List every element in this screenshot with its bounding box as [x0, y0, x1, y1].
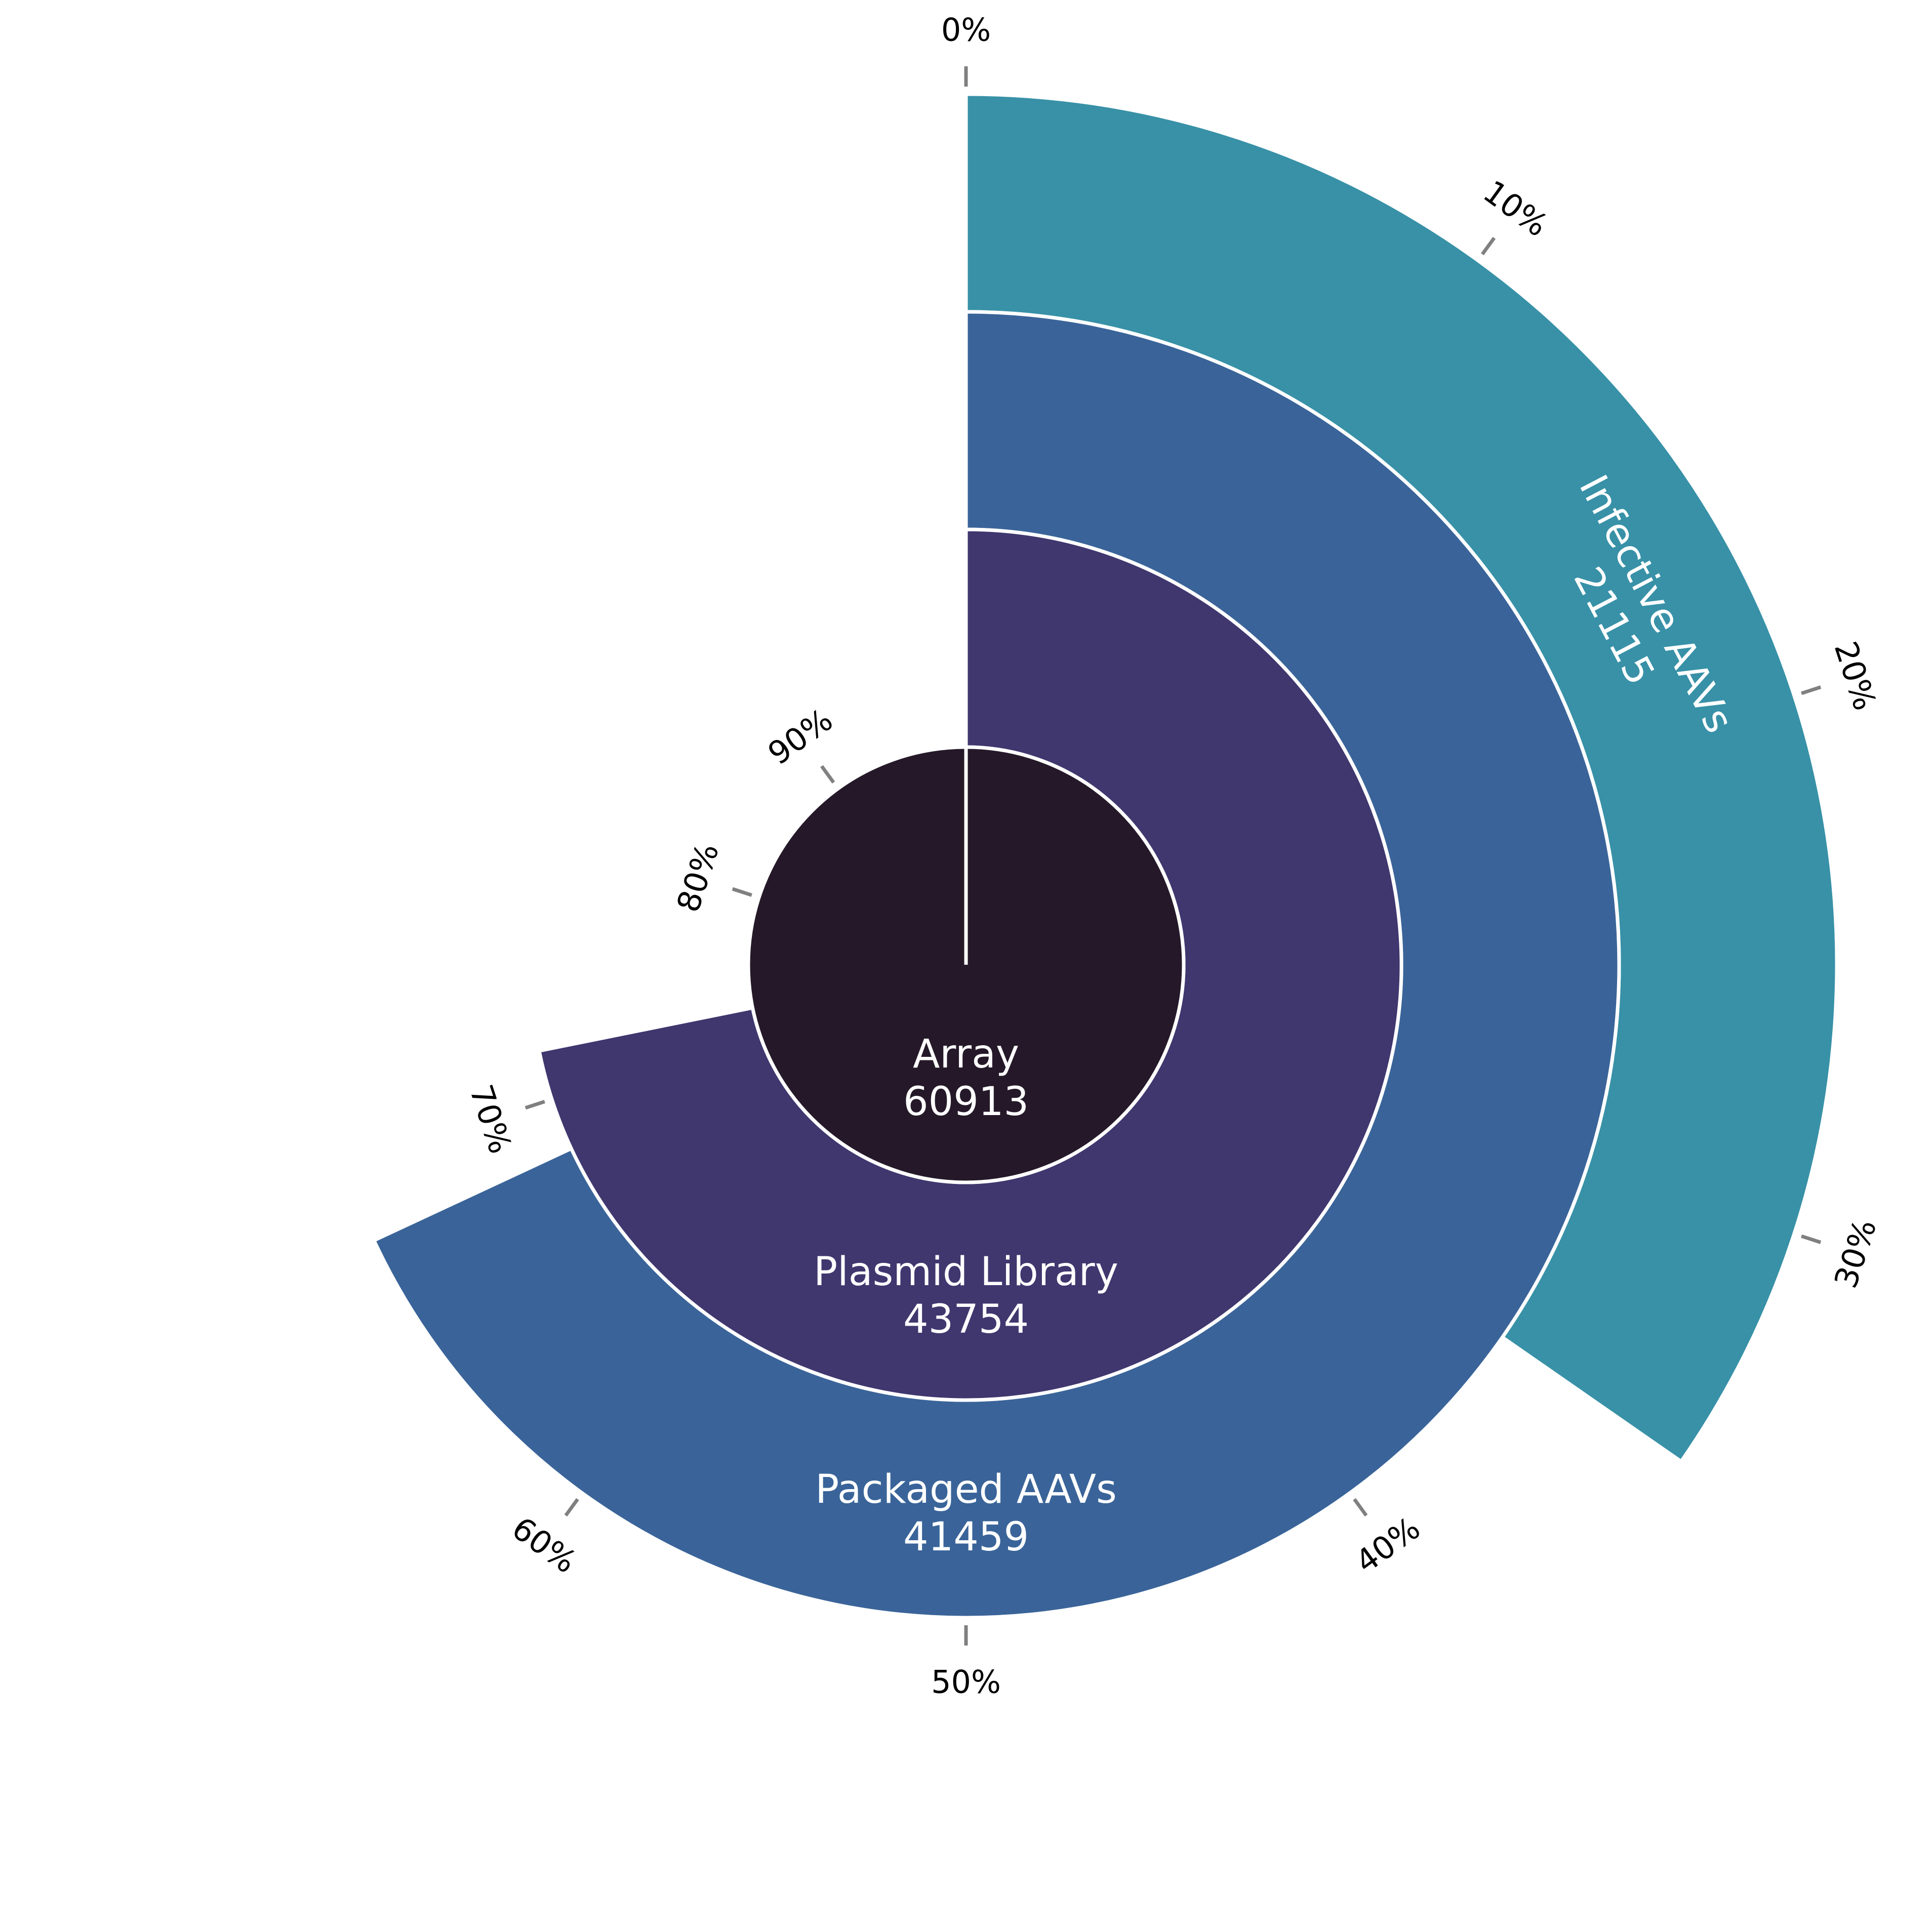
tick-mark-60 — [564, 1498, 579, 1517]
tick-mark-20 — [1801, 685, 1822, 695]
series-name-plasmid-library: Plasmid Library — [814, 1249, 1118, 1295]
tick-label-40: 40% — [1349, 1509, 1427, 1580]
tick-label-60: 60% — [505, 1509, 583, 1580]
series-value-packaged-aavs: 41459 — [903, 1514, 1029, 1560]
tick-mark-40 — [1353, 1498, 1368, 1517]
tick-label-30: 30% — [1827, 1215, 1884, 1293]
tick-label-90: 90% — [761, 701, 839, 772]
tick-label-50: 50% — [931, 1664, 1001, 1701]
tick-label-80: 80% — [669, 839, 726, 917]
tick-label-70: 70% — [462, 1080, 519, 1158]
rings-layer — [371, 92, 1839, 1620]
tick-label-0: 0% — [941, 12, 991, 49]
series-value-array: 60913 — [903, 1079, 1029, 1125]
tick-mark-90 — [820, 765, 835, 784]
series-name-packaged-aavs: Packaged AAVs — [815, 1467, 1117, 1512]
tick-mark-80 — [732, 887, 752, 897]
tick-mark-70 — [525, 1100, 545, 1110]
series-name-array: Array — [913, 1032, 1019, 1077]
tick-label-20: 20% — [1827, 637, 1884, 715]
tick-mark-30 — [1801, 1234, 1822, 1244]
tick-label-10: 10% — [1476, 173, 1554, 244]
series-value-plasmid-library: 43754 — [903, 1297, 1029, 1342]
tick-mark-10 — [1480, 236, 1496, 256]
